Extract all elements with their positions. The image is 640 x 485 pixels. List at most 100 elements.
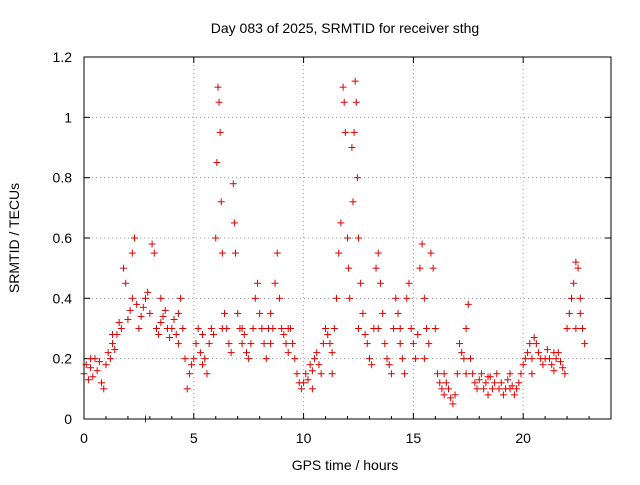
data-point — [152, 325, 160, 332]
data-point — [328, 349, 336, 357]
x-tick-label: 5 — [190, 430, 198, 446]
data-point — [351, 77, 359, 85]
data-point — [409, 340, 417, 348]
data-point — [210, 331, 218, 339]
data-point — [458, 349, 466, 357]
data-point — [499, 391, 507, 399]
chart-title: Day 083 of 2025, SRMTID for receiver sth… — [211, 20, 479, 36]
data-point — [416, 264, 424, 272]
data-point — [572, 325, 580, 332]
data-point — [238, 340, 246, 348]
data-point — [455, 340, 463, 348]
data-point — [528, 370, 536, 378]
data-point — [280, 331, 288, 339]
data-point — [293, 370, 301, 378]
data-point — [313, 349, 321, 357]
data-point — [350, 128, 358, 136]
data-point — [297, 385, 305, 393]
data-point — [161, 306, 169, 314]
data-point — [185, 370, 193, 378]
data-point — [150, 249, 158, 257]
data-point — [308, 385, 316, 393]
x-tick-label: 20 — [515, 430, 531, 446]
data-point — [155, 331, 163, 339]
data-point — [242, 349, 250, 357]
data-point — [120, 264, 128, 272]
data-point — [98, 379, 106, 387]
data-point — [442, 379, 450, 387]
data-point — [374, 249, 382, 257]
y-tick-label: 1.2 — [53, 49, 73, 65]
data-point — [122, 279, 130, 287]
data-point — [407, 325, 415, 332]
data-point — [510, 391, 518, 399]
data-point — [484, 373, 492, 381]
data-point — [427, 249, 435, 257]
x-tick-label: 0 — [80, 430, 88, 446]
data-point — [157, 294, 165, 302]
data-point — [249, 325, 257, 332]
data-point — [232, 249, 240, 257]
data-point — [425, 340, 433, 348]
data-point — [385, 361, 393, 369]
data-point — [449, 400, 457, 408]
y-tick-label: 0 — [64, 411, 72, 427]
data-point — [240, 331, 248, 339]
data-point — [484, 391, 492, 399]
data-point — [528, 355, 536, 363]
data-point — [363, 340, 371, 348]
data-point — [556, 358, 564, 366]
data-point — [304, 376, 312, 384]
data-point — [423, 325, 431, 332]
data-point — [576, 294, 584, 302]
data-point — [521, 355, 529, 363]
data-point — [111, 346, 119, 354]
data-point — [174, 309, 182, 317]
data-point — [563, 325, 571, 332]
data-point — [475, 376, 483, 384]
data-point — [548, 361, 556, 369]
data-point — [324, 331, 332, 339]
data-point — [418, 240, 426, 248]
grid — [84, 57, 611, 419]
y-tick-label: 0.8 — [53, 170, 73, 186]
data-point — [506, 385, 514, 393]
data-point — [126, 306, 134, 314]
data-point — [267, 309, 275, 317]
data-point — [431, 325, 439, 332]
data-point — [526, 340, 534, 348]
data-point — [205, 340, 213, 348]
data-point — [275, 294, 283, 302]
data-point — [183, 385, 191, 393]
data-point — [322, 325, 330, 332]
data-point — [93, 367, 101, 375]
data-point — [168, 325, 176, 332]
data-point — [326, 340, 334, 348]
data-point — [574, 264, 582, 272]
data-point — [374, 325, 382, 332]
y-tick-label: 1 — [64, 109, 72, 125]
data-point — [401, 370, 409, 378]
data-point — [174, 340, 182, 348]
data-point — [390, 325, 398, 332]
data-point — [306, 361, 314, 369]
data-point — [438, 385, 446, 393]
data-point — [335, 249, 343, 257]
data-point — [359, 309, 367, 317]
data-point — [550, 349, 558, 357]
data-point — [308, 367, 316, 375]
data-point — [445, 385, 453, 393]
data-point — [284, 325, 292, 332]
data-point — [576, 309, 584, 317]
data-point — [234, 309, 242, 317]
data-point — [271, 279, 279, 287]
data-point — [559, 364, 567, 372]
data-point — [194, 325, 202, 332]
data-point — [543, 346, 551, 354]
data-point — [515, 379, 523, 387]
x-tick-label: 10 — [296, 430, 312, 446]
data-point — [218, 325, 226, 332]
data-point — [392, 294, 400, 302]
data-point — [412, 355, 420, 363]
data-point — [578, 325, 586, 332]
